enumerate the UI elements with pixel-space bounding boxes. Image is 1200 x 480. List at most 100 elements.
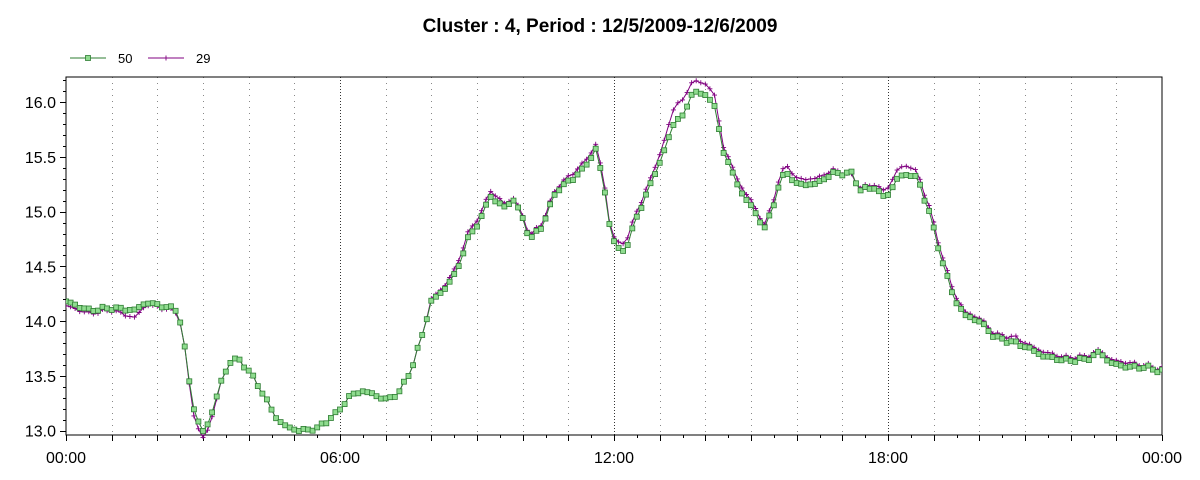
data-point bbox=[474, 218, 480, 224]
legend-label: 50 bbox=[118, 51, 132, 66]
data-point bbox=[236, 356, 243, 363]
data-point bbox=[254, 383, 261, 390]
data-point bbox=[309, 427, 316, 434]
plot-frame bbox=[65, 76, 1163, 436]
data-point bbox=[579, 165, 585, 172]
data-point bbox=[405, 373, 412, 379]
data-point bbox=[588, 150, 594, 156]
y-tick-label: 14.5 bbox=[25, 259, 56, 276]
data-point bbox=[656, 159, 663, 166]
data-point bbox=[250, 372, 257, 379]
data-point bbox=[487, 193, 494, 200]
data-point bbox=[323, 420, 330, 427]
data-point bbox=[122, 313, 128, 319]
series-29 bbox=[66, 78, 1162, 439]
data-point bbox=[213, 393, 220, 400]
data-point bbox=[337, 406, 343, 413]
legend-label: 29 bbox=[196, 51, 210, 66]
data-point bbox=[423, 316, 430, 323]
data-point bbox=[794, 175, 800, 181]
data-point bbox=[944, 272, 951, 279]
data-point bbox=[419, 332, 426, 338]
data-point bbox=[611, 238, 617, 245]
data-point bbox=[725, 159, 732, 166]
data-point bbox=[670, 122, 677, 128]
data-point bbox=[753, 206, 759, 211]
data-point bbox=[647, 180, 654, 187]
data-point bbox=[766, 212, 773, 219]
x-tick-label: 06:00 bbox=[320, 450, 360, 467]
data-point bbox=[510, 197, 517, 204]
data-point bbox=[588, 155, 595, 161]
data-point bbox=[712, 92, 717, 98]
data-point bbox=[876, 184, 882, 190]
data-point bbox=[95, 307, 101, 314]
data-point bbox=[432, 293, 439, 300]
data-point bbox=[227, 359, 234, 366]
data-point bbox=[775, 184, 782, 191]
data-point bbox=[981, 321, 987, 328]
data-point bbox=[707, 86, 713, 92]
data-point bbox=[812, 176, 818, 181]
data-point bbox=[565, 173, 571, 179]
data-point bbox=[579, 160, 585, 166]
data-point bbox=[921, 197, 928, 204]
data-point bbox=[460, 250, 467, 257]
data-point bbox=[739, 190, 745, 197]
data-point bbox=[222, 368, 229, 375]
data-point bbox=[967, 314, 974, 321]
data-point bbox=[259, 390, 266, 397]
data-point bbox=[757, 219, 763, 226]
data-point bbox=[748, 202, 754, 209]
data-point bbox=[885, 191, 891, 198]
data-point bbox=[784, 171, 791, 177]
y-tick-label: 15.5 bbox=[25, 150, 56, 167]
data-point bbox=[410, 362, 417, 369]
data-point bbox=[702, 92, 709, 98]
data-point bbox=[592, 145, 599, 152]
axes: 00:00 06:00 12:00 18:00 00:00 13.0 13.5 14.0 14.… bbox=[25, 76, 1182, 467]
data-point bbox=[277, 419, 284, 426]
data-point bbox=[1026, 344, 1033, 351]
data-point bbox=[538, 225, 544, 232]
data-point bbox=[492, 193, 498, 199]
data-point bbox=[711, 103, 718, 109]
data-point bbox=[926, 203, 932, 208]
data-point bbox=[926, 208, 932, 214]
data-point bbox=[1090, 352, 1097, 359]
data-point bbox=[661, 137, 667, 143]
data-point bbox=[876, 188, 882, 195]
data-point bbox=[268, 406, 275, 413]
data-point bbox=[917, 176, 923, 182]
data-point bbox=[761, 224, 768, 231]
data-point bbox=[414, 344, 421, 351]
data-point bbox=[400, 378, 407, 385]
data-point bbox=[506, 201, 512, 208]
data-point bbox=[752, 210, 759, 217]
data-point bbox=[716, 126, 722, 132]
data-point bbox=[154, 301, 161, 308]
legend-marker bbox=[85, 55, 91, 61]
legend-item-50: 50 bbox=[70, 51, 132, 66]
data-point bbox=[602, 189, 608, 196]
data-point bbox=[1013, 338, 1019, 345]
data-point bbox=[679, 112, 686, 119]
data-point bbox=[899, 164, 905, 170]
data-point bbox=[629, 225, 636, 232]
data-point bbox=[675, 116, 681, 122]
data-point bbox=[469, 223, 475, 229]
series-50 bbox=[66, 88, 1162, 434]
data-point bbox=[652, 164, 658, 170]
data-point bbox=[743, 197, 750, 203]
data-point bbox=[570, 177, 576, 184]
data-point bbox=[825, 174, 832, 180]
data-point bbox=[570, 172, 576, 178]
legend: 50 29 bbox=[70, 51, 210, 66]
data-point bbox=[209, 409, 216, 416]
data-point bbox=[542, 215, 549, 222]
data-point bbox=[177, 319, 184, 326]
data-point bbox=[707, 96, 713, 103]
data-point bbox=[894, 175, 900, 182]
data-point bbox=[666, 122, 672, 128]
